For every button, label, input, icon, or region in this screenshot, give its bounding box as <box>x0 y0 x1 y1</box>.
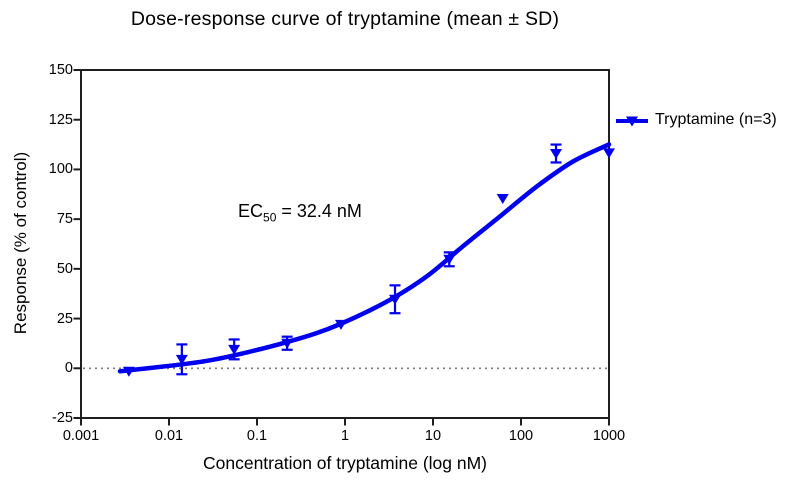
y-tick-label: 0 <box>64 360 73 377</box>
y-tick-label: -25 <box>52 410 73 426</box>
x-tick-label: 100 <box>508 428 534 444</box>
ec50-annotation-subscript: 50 <box>263 210 277 225</box>
y-axis-label: Response (% of control) <box>11 151 30 335</box>
legend-marker-triangle <box>626 116 638 127</box>
x-tick-label: 0.01 <box>154 428 184 444</box>
y-tick-label: 125 <box>48 111 73 128</box>
data-point-marker <box>603 148 615 159</box>
data-point-marker <box>443 254 456 265</box>
data-point-marker <box>389 294 402 305</box>
data-point-marker <box>550 149 563 160</box>
x-tick-label: 1 <box>340 428 350 444</box>
x-tick-label: 1000 <box>592 428 626 444</box>
y-tick-label: 25 <box>56 310 73 327</box>
data-point-marker <box>334 319 347 330</box>
x-tick-label: 0.001 <box>62 428 100 444</box>
data-point-marker <box>122 366 135 377</box>
data-point-marker <box>281 338 294 349</box>
fit-curve-line <box>117 142 612 374</box>
x-axis-label: Concentration of tryptamine (log nM) <box>202 453 488 473</box>
chart-title: Dose-response curve of tryptamine (mean … <box>130 8 560 30</box>
x-tick-label: 0.1 <box>246 428 268 444</box>
data-point-marker <box>175 354 188 365</box>
y-tick-label: 75 <box>56 211 73 228</box>
data-point-marker <box>496 193 509 204</box>
x-tick-label: 10 <box>424 428 442 444</box>
y-tick-label: 100 <box>48 161 73 178</box>
y-tick-label: 50 <box>56 260 73 277</box>
y-tick-label: 150 <box>48 62 73 78</box>
data-point-marker <box>228 344 241 355</box>
legend-series-label: Tryptamine (n=3) <box>655 111 777 128</box>
ec50-annotation-prefix: EC <box>238 201 264 221</box>
ec50-annotation: EC50 = 32.4 nM <box>238 201 362 225</box>
ec50-annotation-value: = 32.4 nM <box>276 201 362 221</box>
